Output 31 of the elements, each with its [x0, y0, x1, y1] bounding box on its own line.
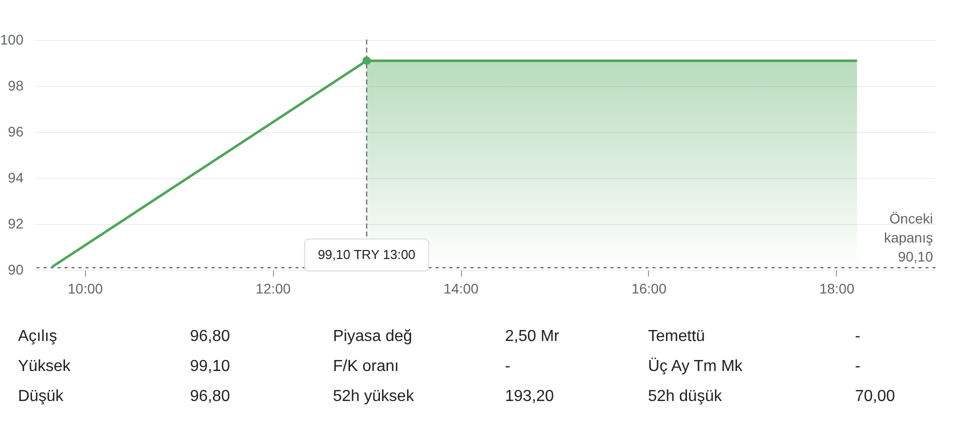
- text: 2,50 Mr: [505, 328, 560, 347]
- y-tick-label: 98: [8, 78, 24, 94]
- text: 52h düşük: [648, 388, 723, 407]
- text: 70,00: [855, 388, 896, 407]
- y-tick-label: 94: [8, 170, 24, 186]
- annotation: 99,10 TRY 13:00: [318, 247, 416, 262]
- text: Düşük: [18, 388, 64, 407]
- ref-line-label: Önceki kapanış 90,10: [884, 210, 934, 265]
- text: 99,10: [190, 358, 232, 377]
- x-tick-label: 14:00: [444, 280, 479, 296]
- x-tick-label: 10:00: [68, 280, 104, 296]
- text: Piyasa değ: [333, 328, 414, 347]
- y-tick-label: 100: [0, 32, 24, 48]
- y-tick-label: 90: [8, 262, 24, 278]
- x-tick-label: 18:00: [819, 280, 855, 296]
- text: Temettü: [648, 328, 706, 347]
- text: 96,80: [190, 328, 232, 347]
- text: 193,20: [505, 388, 555, 407]
- y-tick-label: 92: [8, 216, 24, 232]
- text: F/K oranı: [333, 358, 400, 377]
- y-tick-label: 96: [8, 124, 24, 140]
- text: 96,80: [190, 388, 232, 407]
- x-tick-label: 16:00: [631, 280, 667, 296]
- x-tick-label: 12:00: [256, 280, 291, 296]
- text: Yüksek: [18, 358, 72, 377]
- text: -: [855, 358, 862, 377]
- text: 52h yüksek: [333, 388, 415, 407]
- text: -: [505, 358, 512, 377]
- text: -: [855, 328, 862, 347]
- text: Açılış: [18, 328, 58, 347]
- text: Üç Ay Tm Mk: [648, 358, 744, 377]
